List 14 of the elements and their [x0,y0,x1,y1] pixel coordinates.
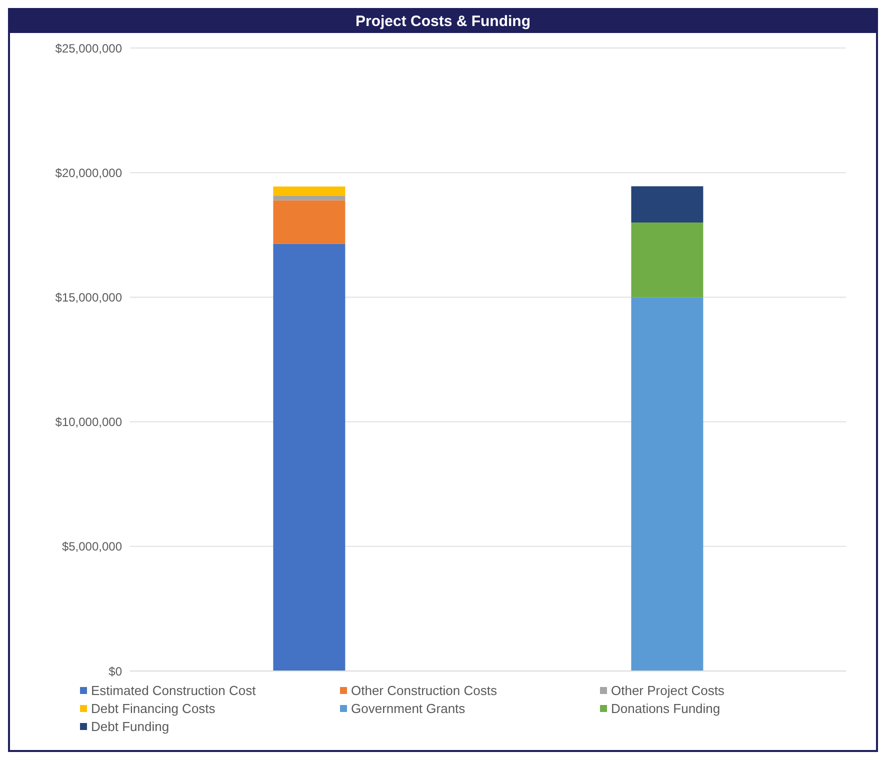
legend-label: Other Construction Costs [350,682,498,699]
legend-label: Estimated Construction Cost [90,682,257,699]
chart-title: Project Costs & Funding [10,10,876,33]
y-tick-label: $10,000,000 [55,415,122,430]
legend-label: Debt Funding [90,718,170,735]
legend-label: Other Project Costs [610,682,726,699]
legend-label: Donations Funding [610,700,722,717]
legend-label: Debt Financing Costs [90,700,216,717]
y-tick-label: $5,000,000 [62,540,122,554]
y-tick-label: $25,000,000 [55,41,122,56]
y-tick-label: $15,000,000 [55,290,122,304]
y-tick-label: $20,000,000 [55,166,122,180]
legend-label: Government Grants [350,700,466,717]
y-tick-label: $0 [108,664,122,678]
